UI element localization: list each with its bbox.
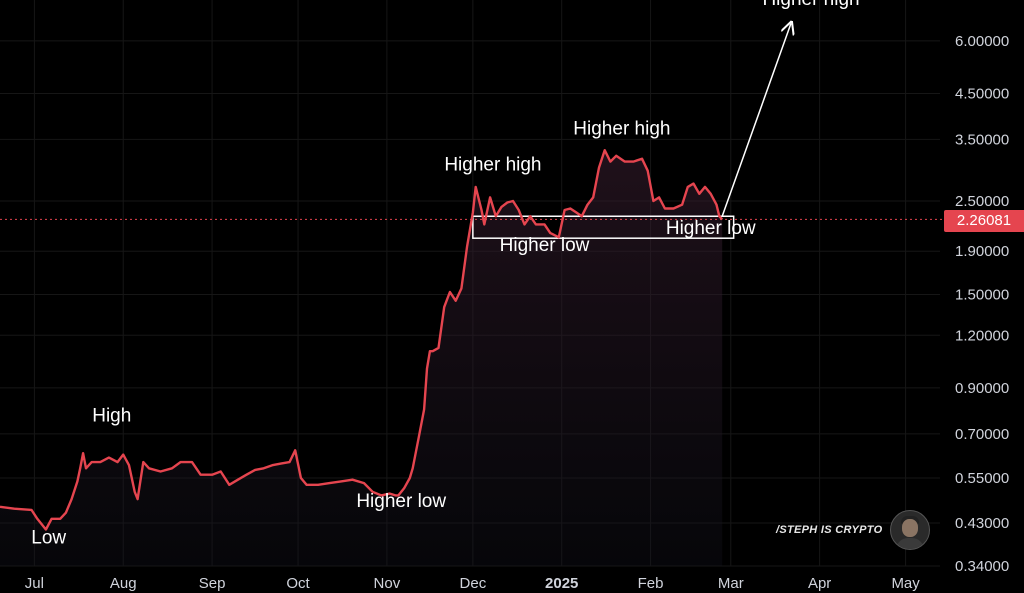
watermark-text: /STEPH IS CRYPTO <box>776 524 883 536</box>
y-tick-label: 1.20000 <box>955 327 1009 344</box>
annotation-label: High <box>92 405 131 426</box>
annotation-label: Low <box>31 527 66 548</box>
y-tick-label: 0.70000 <box>955 426 1009 443</box>
current-price-label: 2.26081 <box>956 212 1012 229</box>
y-tick-label: 1.90000 <box>955 243 1009 260</box>
annotation-label: Higher low <box>500 235 590 256</box>
x-tick-label: Jul <box>25 575 44 592</box>
y-tick-label: 0.43000 <box>955 515 1009 532</box>
x-tick-label: Feb <box>638 575 664 592</box>
y-tick-label: 0.34000 <box>955 558 1009 575</box>
y-tick-label: 6.00000 <box>955 33 1009 50</box>
x-tick-label: Mar <box>718 575 744 592</box>
x-axis[interactable]: Jul Aug Sep Oct Nov Dec 2025 Feb Mar Apr May <box>25 575 920 592</box>
x-tick-label: Aug <box>110 575 137 592</box>
annotations: Low High Higher low Higher high Higher low Hi… <box>31 0 859 548</box>
x-tick-label: Nov <box>374 575 401 592</box>
avatar-icon <box>890 510 931 550</box>
y-tick-label: 3.50000 <box>955 131 1009 148</box>
price-series-line <box>0 149 724 531</box>
x-tick-label: Dec <box>460 575 487 592</box>
price-area <box>0 150 723 566</box>
support-zone <box>472 215 735 239</box>
x-tick-label: Oct <box>286 575 310 592</box>
x-tick-label: 2025 <box>545 575 578 592</box>
y-axis[interactable]: 0.34000 0.43000 0.55000 0.70000 0.90000 1.200… <box>955 0 1009 575</box>
annotation-label: Higher low <box>356 491 446 512</box>
price-area-fill <box>0 150 723 566</box>
x-tick-label: Sep <box>199 575 226 592</box>
y-tick-label: 0.55000 <box>955 470 1009 487</box>
current-price-badge: 2.26081 <box>944 210 1024 232</box>
x-tick-label: Apr <box>808 575 831 592</box>
y-tick-label: 2.50000 <box>955 193 1009 210</box>
y-tick-label: 0.90000 <box>955 380 1009 397</box>
price-line <box>0 149 724 531</box>
watermark: /STEPH IS CRYPTO <box>776 510 931 550</box>
y-tick-label: 1.50000 <box>955 286 1009 303</box>
annotation-label: Higher high <box>762 0 859 10</box>
y-tick-label: 4.50000 <box>955 85 1009 102</box>
support-zone-rect <box>472 215 735 239</box>
annotation-label: Higher low <box>666 218 756 239</box>
x-tick-label: May <box>891 575 920 592</box>
annotation-label: Higher high <box>573 118 670 139</box>
projection-arrow-line <box>721 23 791 217</box>
annotation-label: Higher high <box>444 155 541 176</box>
projection-arrow <box>721 23 791 217</box>
